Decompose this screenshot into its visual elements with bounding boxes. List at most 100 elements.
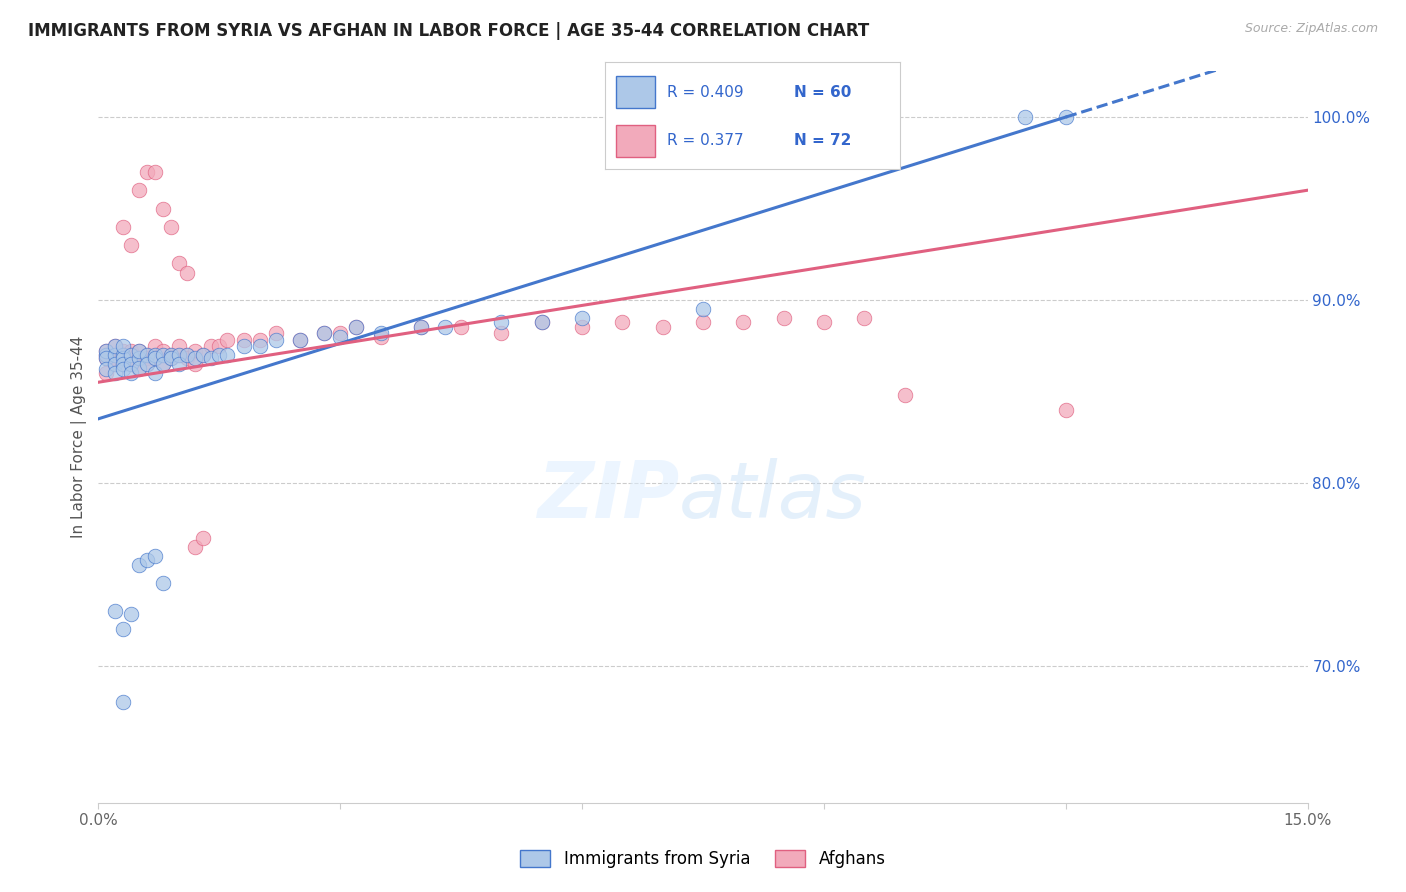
Point	[111, 362, 134, 376]
Point	[111, 348, 134, 362]
Point	[103, 604, 125, 618]
Point	[120, 348, 142, 362]
Point	[176, 348, 198, 362]
Point	[143, 366, 166, 380]
Point	[184, 357, 207, 371]
Point	[120, 238, 142, 252]
Point	[111, 351, 134, 366]
Point	[893, 388, 915, 402]
Text: atlas: atlas	[679, 458, 866, 533]
Point	[612, 315, 634, 329]
Point	[208, 338, 231, 352]
Point	[167, 348, 190, 362]
Point	[96, 366, 118, 380]
Point	[120, 357, 142, 371]
Point	[434, 320, 457, 334]
Point	[167, 338, 190, 352]
Point	[813, 315, 835, 329]
Point	[143, 338, 166, 352]
Point	[314, 326, 336, 340]
Point	[232, 333, 254, 347]
Point	[571, 311, 593, 326]
Point	[176, 265, 198, 279]
Point	[135, 165, 157, 179]
Point	[733, 315, 755, 329]
Text: N = 72: N = 72	[793, 133, 851, 148]
Point	[370, 329, 392, 343]
Point	[692, 301, 714, 316]
Point	[329, 329, 352, 343]
Point	[135, 348, 157, 362]
Point	[103, 338, 125, 352]
Point	[96, 348, 118, 362]
Point	[571, 320, 593, 334]
Point	[249, 333, 271, 347]
Point	[167, 357, 190, 371]
Point	[111, 357, 134, 371]
Point	[167, 348, 190, 362]
Point	[160, 351, 183, 366]
Point	[530, 315, 553, 329]
Point	[160, 348, 183, 362]
Point	[143, 348, 166, 362]
Point	[160, 348, 183, 362]
Point	[217, 348, 239, 362]
Point	[96, 362, 118, 376]
Point	[176, 348, 198, 362]
Point	[120, 344, 142, 359]
Point	[128, 558, 150, 573]
Point	[184, 344, 207, 359]
Point	[264, 326, 287, 340]
Point	[160, 219, 183, 234]
Point	[232, 338, 254, 352]
Point	[143, 348, 166, 362]
Point	[249, 338, 271, 352]
Point	[853, 311, 876, 326]
Point	[111, 622, 134, 636]
Text: R = 0.377: R = 0.377	[666, 133, 744, 148]
Point	[772, 311, 794, 326]
Point	[143, 549, 166, 563]
Point	[370, 326, 392, 340]
Point	[135, 357, 157, 371]
FancyBboxPatch shape	[616, 125, 655, 157]
Text: N = 60: N = 60	[793, 85, 851, 100]
Point	[128, 351, 150, 366]
Point	[152, 348, 174, 362]
FancyBboxPatch shape	[616, 77, 655, 109]
Point	[143, 351, 166, 366]
Point	[128, 351, 150, 366]
Point	[120, 607, 142, 622]
Point	[1014, 110, 1036, 124]
Point	[103, 366, 125, 380]
Point	[193, 348, 215, 362]
Point	[111, 351, 134, 366]
Point	[167, 256, 190, 270]
Point	[135, 357, 157, 371]
Point	[1054, 110, 1077, 124]
Point	[128, 362, 150, 376]
Point	[152, 344, 174, 359]
Point	[152, 357, 174, 371]
Point	[288, 333, 311, 347]
Point	[692, 315, 714, 329]
Point	[264, 333, 287, 347]
Point	[128, 183, 150, 197]
Y-axis label: In Labor Force | Age 35-44: In Labor Force | Age 35-44	[72, 336, 87, 538]
Point	[135, 351, 157, 366]
Point	[409, 320, 432, 334]
Point	[200, 338, 222, 352]
Point	[96, 344, 118, 359]
Point	[103, 357, 125, 371]
Point	[184, 351, 207, 366]
Point	[128, 360, 150, 375]
Point	[344, 320, 367, 334]
Point	[96, 351, 118, 366]
Point	[103, 348, 125, 362]
Point	[135, 348, 157, 362]
Point	[288, 333, 311, 347]
Point	[651, 320, 673, 334]
Point	[128, 344, 150, 359]
Point	[491, 315, 513, 329]
Point	[450, 320, 472, 334]
